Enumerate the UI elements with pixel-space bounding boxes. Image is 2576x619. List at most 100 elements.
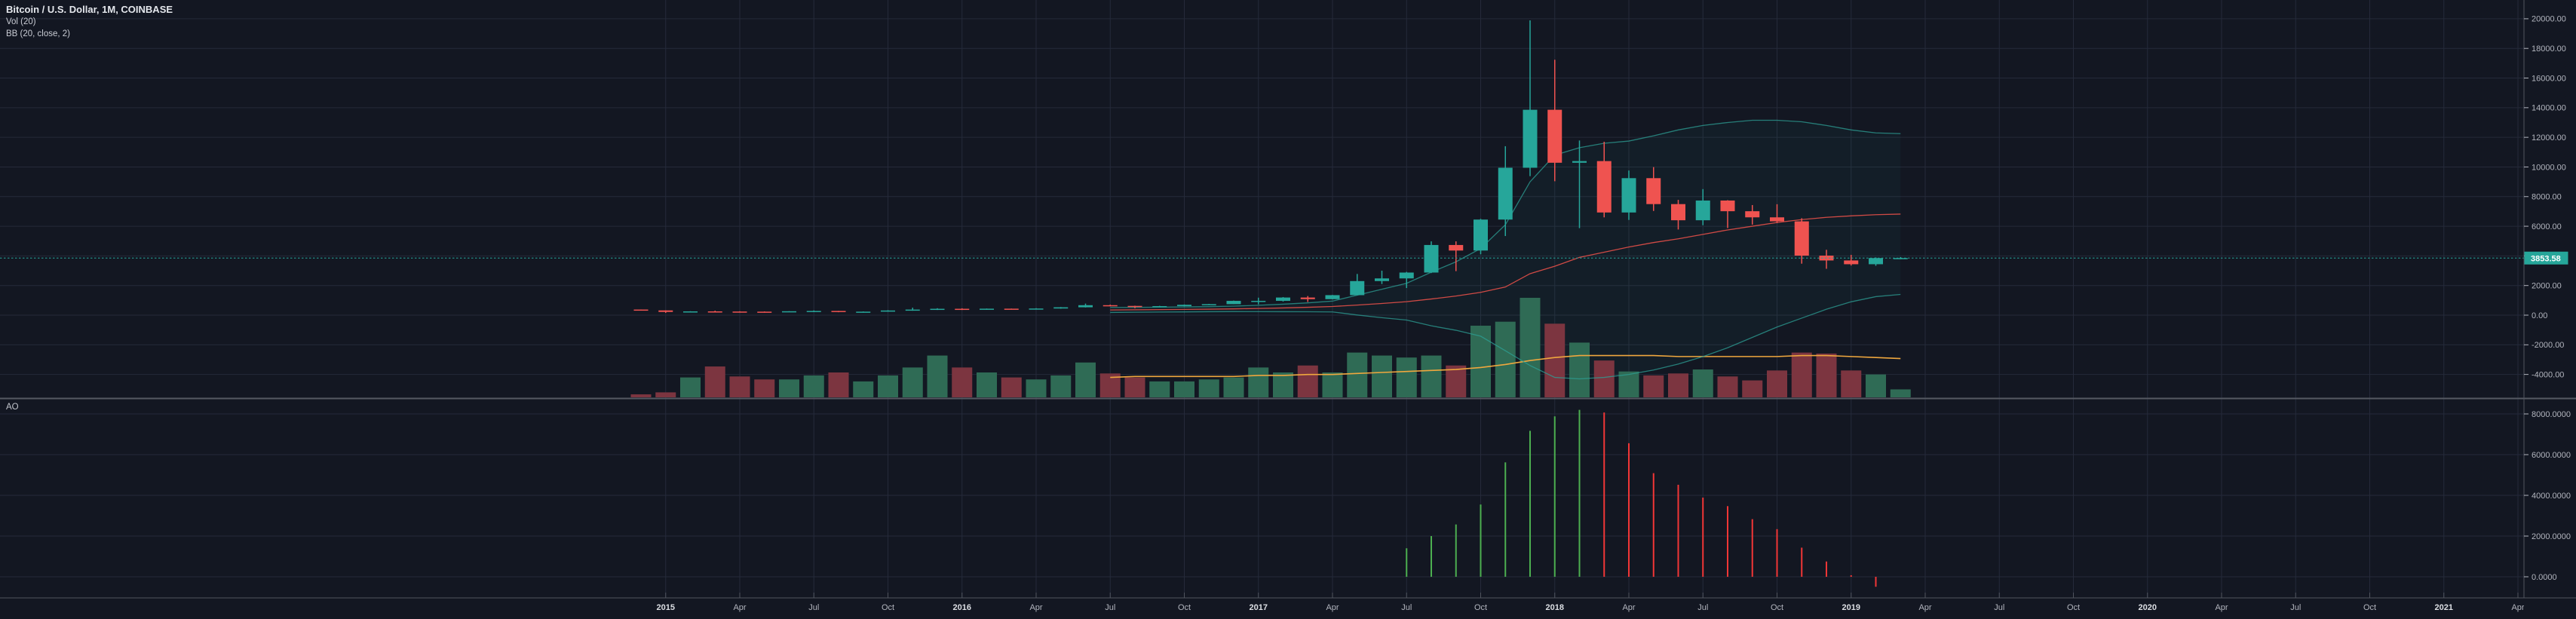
- candle-body: [1152, 306, 1167, 308]
- volume-bar: [1223, 377, 1244, 397]
- ao-bar: [1652, 473, 1654, 577]
- candle-body: [1276, 297, 1290, 302]
- volume-bar: [1347, 352, 1368, 397]
- volume-bar: [1866, 374, 1886, 397]
- candle-body: [1325, 295, 1340, 299]
- bollinger-fill-layer: [1110, 120, 1901, 379]
- time-axis-label: Jul: [1105, 603, 1115, 612]
- volume-bar: [1026, 379, 1047, 397]
- time-axis-label: Jul: [1697, 603, 1708, 612]
- volume-bar: [1124, 377, 1145, 397]
- time-axis-label: 2018: [1546, 603, 1564, 612]
- time-axis-label: 2021: [2435, 603, 2453, 612]
- volume-ma-line: [1110, 354, 1901, 378]
- grid-layer: [0, 0, 2524, 598]
- candle-body: [980, 308, 994, 310]
- volume-bar: [952, 367, 973, 397]
- volume-ma-layer: [1110, 354, 1901, 378]
- candle-body: [1770, 217, 1784, 222]
- candle-body: [1498, 167, 1513, 220]
- candle-body: [1449, 244, 1464, 251]
- price-axis-label: 10000.00: [2532, 163, 2566, 172]
- candle-body: [1646, 178, 1661, 204]
- time-axis-label: Apr: [2215, 603, 2228, 612]
- time-axis-label: Apr: [1918, 603, 1931, 612]
- ao-bar: [1553, 416, 1556, 577]
- volume-bar: [1593, 360, 1615, 397]
- ao-bar: [1702, 497, 1704, 577]
- price-axis-label: 20000.00: [2532, 15, 2566, 24]
- volume-bar: [655, 392, 676, 397]
- candle-body: [782, 311, 796, 313]
- time-axis-label: 2016: [953, 603, 971, 612]
- volume-bar: [1791, 352, 1812, 397]
- volume-bar: [1742, 380, 1763, 397]
- time-axis-label: 2020: [2139, 603, 2157, 612]
- bb-lower-line: [1110, 293, 1901, 380]
- ao-bar: [1431, 536, 1432, 577]
- price-axis-label: 14000.00: [2532, 104, 2566, 113]
- price-axis-label: 0.00: [2532, 311, 2547, 320]
- time-axis[interactable]: 2015 Apr Jul Oct 2016 Apr Jul Oct 2017 Apr Jul Oct 2…: [657, 593, 2525, 612]
- price-axis-label: 18000.00: [2532, 44, 2566, 54]
- volume-bar: [1890, 389, 1911, 397]
- ao-axis-label: 4000.0000: [2532, 492, 2571, 501]
- time-axis-label: Apr: [733, 603, 746, 612]
- time-axis-label: Apr: [2511, 603, 2524, 612]
- candle-body: [1424, 244, 1439, 273]
- volume-bar: [1569, 342, 1590, 397]
- volume-bar: [1544, 323, 1566, 397]
- ao-bar: [1603, 412, 1605, 577]
- time-axis-label: Oct: [2067, 603, 2080, 612]
- ao-bar: [1751, 519, 1753, 577]
- volume-bar: [1421, 355, 1442, 397]
- time-axis-label: Jul: [1401, 603, 1412, 612]
- volume-bar: [1520, 298, 1541, 397]
- ao-bar: [1578, 409, 1581, 577]
- time-axis-label: Apr: [1622, 603, 1635, 612]
- ao-axis-label: 2000.0000: [2532, 532, 2571, 541]
- candle-body: [1004, 308, 1019, 310]
- ao-axis-label: 6000.0000: [2532, 451, 2571, 460]
- candle-body: [1177, 305, 1191, 307]
- candle-body: [1053, 307, 1069, 309]
- candle-body: [1869, 258, 1883, 265]
- candle-body: [955, 308, 970, 311]
- candle-body: [1794, 221, 1809, 256]
- volume-bar: [1075, 362, 1096, 397]
- candle-body: [1029, 308, 1044, 310]
- candle-body: [1596, 161, 1612, 213]
- candle-body: [856, 311, 871, 313]
- time-axis-label: Apr: [1326, 603, 1339, 612]
- volume-bar: [1001, 377, 1022, 397]
- ao-bar: [1776, 529, 1778, 577]
- current-price-tag: 3853.58: [2524, 251, 2568, 265]
- volume-bar: [1618, 371, 1639, 397]
- candle-body: [1572, 161, 1587, 163]
- candle-body: [1226, 301, 1241, 305]
- volume-bar: [1692, 369, 1713, 397]
- volume-bar: [1174, 381, 1194, 397]
- candle-body: [1300, 297, 1315, 299]
- volume-bar: [1273, 372, 1293, 397]
- ao-bar: [1677, 484, 1679, 577]
- candle-body: [1078, 305, 1093, 308]
- candle-body: [658, 310, 673, 312]
- volume-bar: [1372, 355, 1392, 397]
- candle-body: [1127, 305, 1142, 308]
- time-axis-label: Jul: [2290, 603, 2301, 612]
- price-axis[interactable]: 20000.00 18000.00 16000.00 14000.00 12000.00…: [2524, 15, 2571, 582]
- candle-body: [905, 309, 920, 311]
- candles-layer: [633, 20, 1908, 314]
- candle-body: [732, 311, 747, 313]
- candle-body: [1201, 304, 1216, 305]
- volume-bar: [779, 379, 799, 397]
- time-axis-label: Apr: [1029, 603, 1042, 612]
- volume-bar: [1050, 375, 1072, 397]
- volume-layer: [630, 298, 1911, 397]
- ao-bar: [1504, 462, 1507, 577]
- candle-body: [881, 310, 895, 312]
